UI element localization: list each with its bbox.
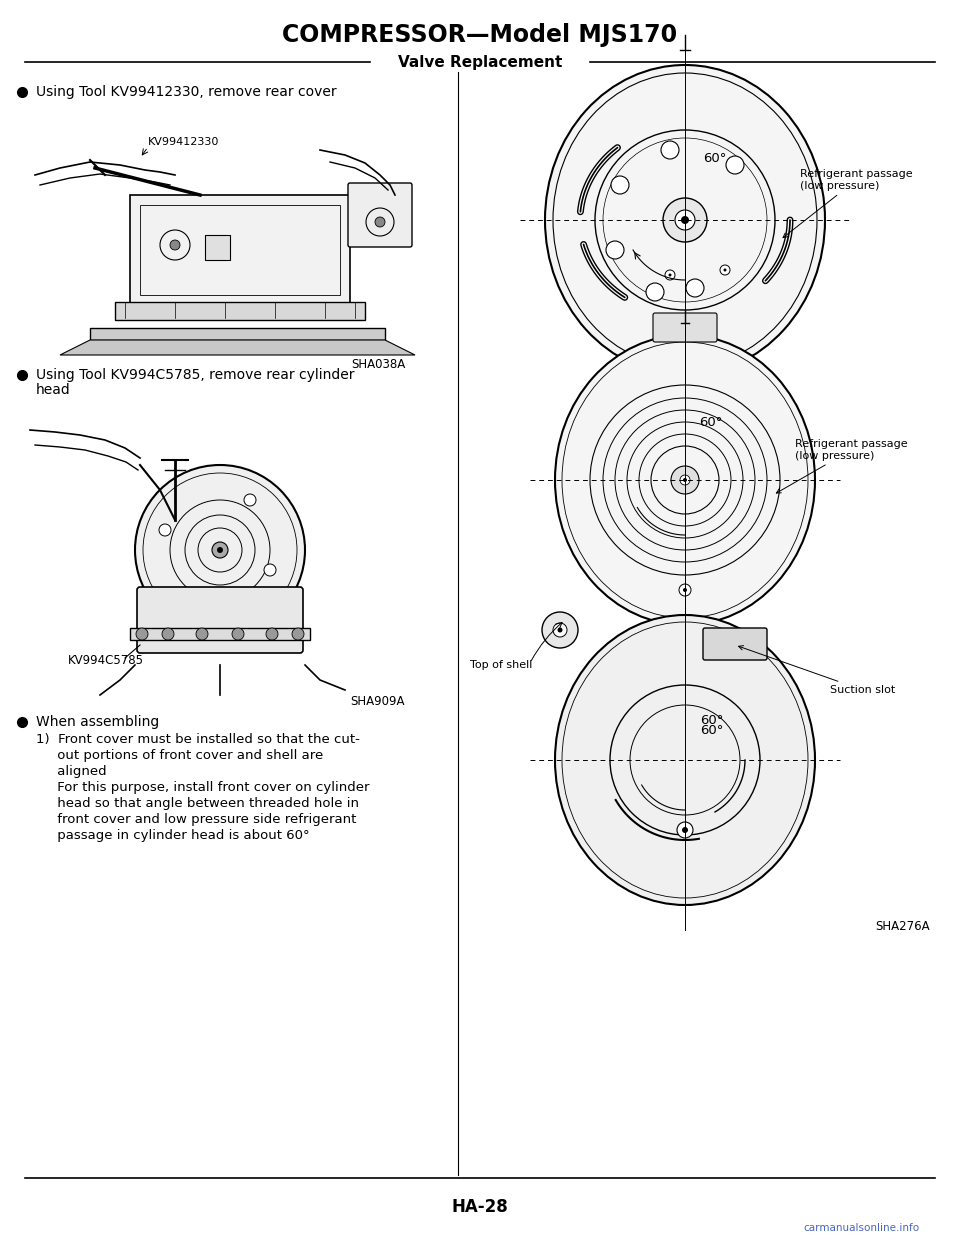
Circle shape <box>611 176 629 194</box>
Circle shape <box>668 273 671 277</box>
Text: SHA038A: SHA038A <box>350 357 405 371</box>
Circle shape <box>646 283 664 302</box>
Circle shape <box>196 628 208 640</box>
Circle shape <box>194 599 206 611</box>
Text: carmanualsonline.info: carmanualsonline.info <box>804 1222 920 1234</box>
Circle shape <box>683 478 687 482</box>
Text: out portions of front cover and shell are: out portions of front cover and shell ar… <box>36 750 324 762</box>
Bar <box>140 205 340 295</box>
Circle shape <box>558 628 563 633</box>
Circle shape <box>663 199 707 242</box>
Ellipse shape <box>545 65 825 375</box>
Circle shape <box>135 465 305 635</box>
Text: SHA909A: SHA909A <box>350 695 405 709</box>
Text: 1)  Front cover must be installed so that the cut-: 1) Front cover must be installed so that… <box>36 733 360 747</box>
Text: Refrigerant passage
(low pressure): Refrigerant passage (low pressure) <box>783 169 913 237</box>
Circle shape <box>675 210 695 230</box>
Circle shape <box>217 547 223 553</box>
Text: head: head <box>36 383 71 397</box>
Text: HA-28: HA-28 <box>451 1198 509 1216</box>
Text: 60°: 60° <box>703 151 727 165</box>
Text: Using Tool KV99412330, remove rear cover: Using Tool KV99412330, remove rear cover <box>36 84 337 99</box>
Circle shape <box>683 588 687 592</box>
Text: aligned: aligned <box>36 766 107 778</box>
Text: KV99412330: KV99412330 <box>148 137 220 146</box>
Polygon shape <box>60 340 415 355</box>
Circle shape <box>266 628 278 640</box>
Circle shape <box>724 268 727 272</box>
Circle shape <box>292 628 304 640</box>
Circle shape <box>136 628 148 640</box>
Circle shape <box>159 524 171 536</box>
FancyBboxPatch shape <box>348 182 412 247</box>
Text: 60°: 60° <box>699 416 722 428</box>
Text: 60°: 60° <box>700 724 724 736</box>
Ellipse shape <box>555 335 815 625</box>
Ellipse shape <box>555 616 815 905</box>
Circle shape <box>212 542 228 558</box>
Text: head so that angle between threaded hole in: head so that angle between threaded hole… <box>36 798 359 810</box>
Circle shape <box>686 279 704 297</box>
Text: KV994C5785: KV994C5785 <box>68 654 144 666</box>
Circle shape <box>232 628 244 640</box>
Text: When assembling: When assembling <box>36 715 159 728</box>
FancyBboxPatch shape <box>703 628 767 660</box>
Text: Top of shell: Top of shell <box>470 660 533 670</box>
Circle shape <box>682 827 688 833</box>
Circle shape <box>375 217 385 227</box>
Text: For this purpose, install front cover on cylinder: For this purpose, install front cover on… <box>36 782 370 794</box>
Text: Using Tool KV994C5785, remove rear cylinder: Using Tool KV994C5785, remove rear cylin… <box>36 369 354 382</box>
Circle shape <box>677 822 693 838</box>
Bar <box>205 235 230 261</box>
Circle shape <box>264 563 276 576</box>
Circle shape <box>661 141 679 159</box>
Text: SHA276A: SHA276A <box>876 920 930 933</box>
Text: COMPRESSOR—Model MJS170: COMPRESSOR—Model MJS170 <box>282 24 678 47</box>
Text: 60°: 60° <box>700 714 724 726</box>
Circle shape <box>671 467 699 494</box>
FancyBboxPatch shape <box>653 313 717 343</box>
Circle shape <box>162 628 174 640</box>
Circle shape <box>681 216 689 223</box>
Bar <box>115 302 365 320</box>
Circle shape <box>553 623 567 637</box>
Text: Valve Replacement: Valve Replacement <box>397 55 563 69</box>
Circle shape <box>679 585 691 596</box>
FancyBboxPatch shape <box>130 195 350 305</box>
Circle shape <box>720 266 730 276</box>
Circle shape <box>665 271 675 280</box>
Circle shape <box>542 612 578 648</box>
Circle shape <box>726 156 744 174</box>
Text: passage in cylinder head is about 60°: passage in cylinder head is about 60° <box>36 829 310 843</box>
Circle shape <box>606 241 624 259</box>
Bar <box>90 328 385 340</box>
Text: front cover and low pressure side refrigerant: front cover and low pressure side refrig… <box>36 814 356 827</box>
Text: Refrigerant passage
(low pressure): Refrigerant passage (low pressure) <box>777 439 907 493</box>
Bar <box>130 628 310 640</box>
Text: Suction slot: Suction slot <box>738 645 896 695</box>
Circle shape <box>680 475 690 485</box>
Circle shape <box>170 240 180 249</box>
FancyBboxPatch shape <box>137 587 303 653</box>
Circle shape <box>244 494 256 506</box>
